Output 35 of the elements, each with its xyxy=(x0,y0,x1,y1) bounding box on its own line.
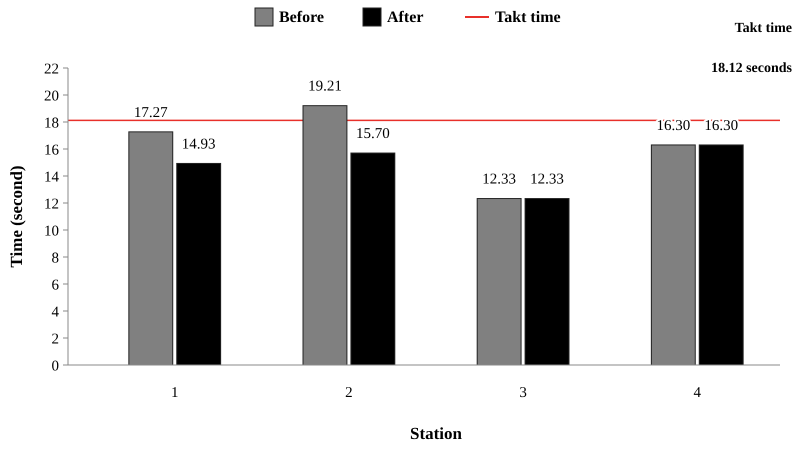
y-tick-label: 12 xyxy=(44,196,59,212)
y-tick-label: 14 xyxy=(44,169,60,186)
x-axis-title: Station xyxy=(410,424,463,443)
y-tick-label: 0 xyxy=(52,358,59,374)
x-tick-label: 3 xyxy=(519,385,527,401)
y-tick-label: 4 xyxy=(52,304,60,320)
y-tick-label: 16 xyxy=(44,142,60,158)
data-label: 12.33 xyxy=(482,172,516,188)
y-tick-label: 20 xyxy=(44,88,59,104)
data-label: 14.93 xyxy=(182,136,216,152)
y-tick-label: 6 xyxy=(52,277,60,294)
annotation: 18.12 seconds xyxy=(711,61,793,76)
bar xyxy=(698,144,744,366)
text: Takt time xyxy=(734,21,792,36)
y-axis-title: Time (second) xyxy=(7,165,26,268)
data-label: 12.33 xyxy=(530,172,564,188)
data-label: 16.30 xyxy=(704,118,738,134)
data-label: 16.30 xyxy=(656,118,690,134)
x-tick-label: 2 xyxy=(345,385,353,401)
bar xyxy=(176,162,222,366)
y-tick-label: 10 xyxy=(44,223,59,240)
y-tick-label: 2 xyxy=(52,331,59,348)
legend-label: After xyxy=(387,9,424,26)
x-tick-label: 4 xyxy=(694,385,702,401)
bar xyxy=(350,152,396,366)
legend-label: Before xyxy=(279,9,324,26)
data-label: 19.21 xyxy=(308,78,342,95)
data-label: 17.27 xyxy=(134,104,168,121)
y-tick-label: 18 xyxy=(44,115,59,132)
data-label: 15.70 xyxy=(356,126,390,142)
x-tick-label: 1 xyxy=(170,385,178,401)
bar xyxy=(524,198,570,366)
legend-label: Takt time xyxy=(495,9,561,26)
y-tick-label: 8 xyxy=(52,250,59,266)
y-tick-label: 22 xyxy=(44,61,59,78)
